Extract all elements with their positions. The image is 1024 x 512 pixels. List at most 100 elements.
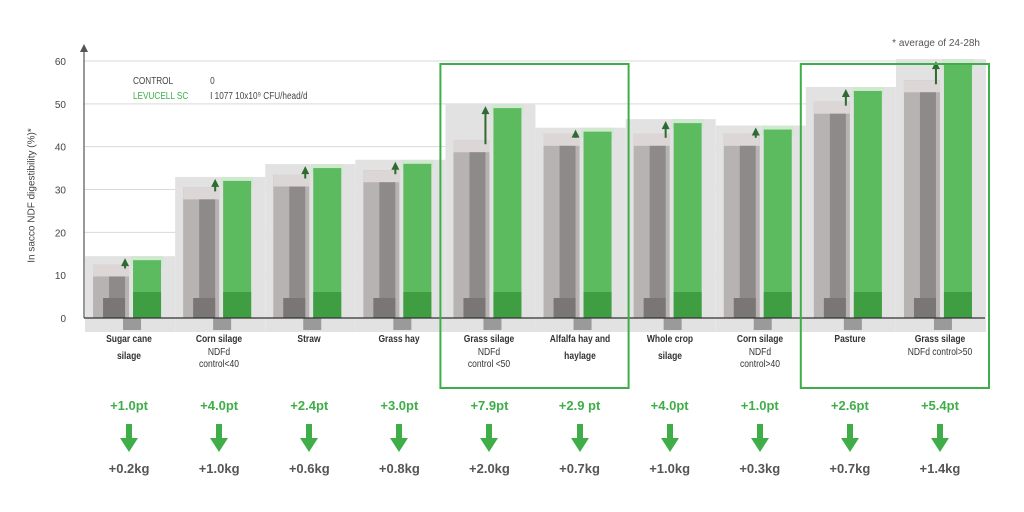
bar-control-cap (633, 133, 670, 146)
bar-control-cap (273, 174, 310, 187)
down-arrow-icon (390, 424, 409, 452)
bar-control-cap (93, 264, 130, 277)
increase-arrow-head (661, 121, 670, 130)
bar-levucell-base (763, 292, 792, 318)
category-label: Straw (271, 332, 348, 347)
category-label: Pasture (812, 332, 889, 347)
legend-levucell: LEVUCELL SC I 1077 10x10⁹ CFU/head/d (133, 89, 308, 104)
increase-arrow-head (931, 61, 940, 70)
bar-levucell (763, 129, 792, 318)
category-main: Pasture (834, 334, 866, 345)
bar-control-base (463, 298, 486, 318)
bar-control-cap (363, 170, 400, 183)
highlight-frame (439, 63, 630, 389)
bar-foot (753, 318, 772, 330)
bar-levucell-base (223, 292, 252, 318)
bar-foot (213, 318, 232, 330)
increase-arrow-head (571, 129, 580, 138)
category-sub: NDFd (748, 347, 771, 358)
category-sub2: control <50 (468, 359, 511, 370)
bar-levucell-base (313, 292, 342, 318)
gain-kg: +1.0kg (198, 461, 240, 476)
legend-levucell-value: I 1077 10x10⁹ CFU/head/d (210, 91, 308, 102)
bar-foot (933, 318, 952, 330)
category-label: Corn silage NDFd control<40 (181, 332, 258, 371)
gain-kg: +0.7kg (829, 461, 871, 476)
y-tick-label: 10 (55, 271, 67, 282)
gain-pt: +3.0pt (380, 398, 419, 413)
category-label: Whole crop silage (631, 332, 708, 367)
category-main: Straw (297, 334, 321, 345)
increase-arrow-head (841, 88, 850, 97)
gain-pt: +7.9pt (470, 398, 509, 413)
y-tick-label: 50 (55, 100, 67, 111)
increase-arrow-head (211, 178, 220, 187)
gain-pt: +2.6pt (830, 398, 869, 413)
gain-pt: +4.0pt (650, 398, 689, 413)
bar-foot (663, 318, 682, 330)
bar-foot (123, 318, 142, 330)
category-label: Alfalfa hay and haylage (541, 332, 618, 367)
category-main: Corn silage (195, 334, 243, 345)
gain-pt: +4.0pt (200, 398, 239, 413)
bar-control-core (559, 145, 576, 318)
bar-control-base (823, 298, 846, 318)
down-arrow-icon (660, 424, 679, 452)
bar-control-cap (723, 133, 760, 146)
category-label: Corn silage NDFd control>40 (722, 332, 799, 371)
gain-pt: +2.4pt (290, 398, 329, 413)
bar-control-core (829, 113, 846, 318)
bar-levucell-base (673, 292, 702, 318)
bar-control-core (379, 182, 396, 318)
bar-control-core (649, 145, 666, 318)
bar-control-core (919, 92, 936, 319)
y-tick-label: 30 (55, 186, 67, 197)
bar-levucell-base (493, 292, 522, 318)
gain-kg: +0.8kg (378, 461, 420, 476)
bar-control-core (469, 152, 486, 318)
category-sub: NDFd control>50 (907, 347, 973, 358)
down-arrow-icon (570, 424, 589, 452)
footnote: * average of 24-28h (892, 38, 980, 49)
bar-control-core (289, 186, 306, 318)
bar-control-base (553, 298, 576, 318)
legend-control-name: CONTROL (133, 76, 174, 87)
category-sub: NDFd (478, 347, 501, 358)
bar-levucell (583, 131, 612, 318)
category-main: Grass silage (464, 334, 515, 345)
category-main: Grass hay (378, 334, 420, 345)
category-sub: silage (116, 351, 142, 362)
category-main: Sugar cane (106, 334, 152, 345)
increase-arrow-head (751, 127, 760, 136)
y-axis-label: In sacco NDF digestibility (%)* (26, 128, 38, 263)
down-arrow-icon (840, 424, 859, 452)
gain-kg: +0.6kg (288, 461, 330, 476)
legend-control-value: 0 (210, 76, 215, 87)
bar-control-base (733, 298, 756, 318)
bar-levucell-base (133, 292, 162, 318)
category-sub: haylage (563, 351, 596, 362)
y-tick-label: 60 (55, 57, 67, 68)
increase-arrow-head (121, 258, 130, 267)
category-label: Grass silage NDFd control>50 (902, 332, 979, 359)
down-arrow-icon (210, 424, 229, 452)
bar-control-cap (453, 140, 490, 153)
gain-kg: +0.3kg (739, 461, 781, 476)
gain-pt: +2.9 pt (558, 398, 601, 413)
down-arrow-icon (750, 424, 769, 452)
bar-levucell (493, 108, 522, 318)
category-sub: NDFd (208, 347, 231, 358)
gain-kg: +0.7kg (559, 461, 600, 476)
category-main: Corn silage (736, 334, 783, 345)
bar-foot (393, 318, 412, 330)
legend-control: CONTROL 0 (133, 74, 308, 89)
legend-levucell-name: LEVUCELL SC (133, 91, 189, 102)
gain-kg: +1.4kg (919, 461, 961, 476)
increase-arrow-head (391, 161, 400, 170)
bar-foot (483, 318, 502, 330)
category-label: Grass hay (361, 332, 438, 347)
gain-kg: +2.0kg (469, 461, 510, 476)
gain-kg: +1.0kg (649, 461, 691, 476)
y-axis-arrow (80, 44, 88, 52)
